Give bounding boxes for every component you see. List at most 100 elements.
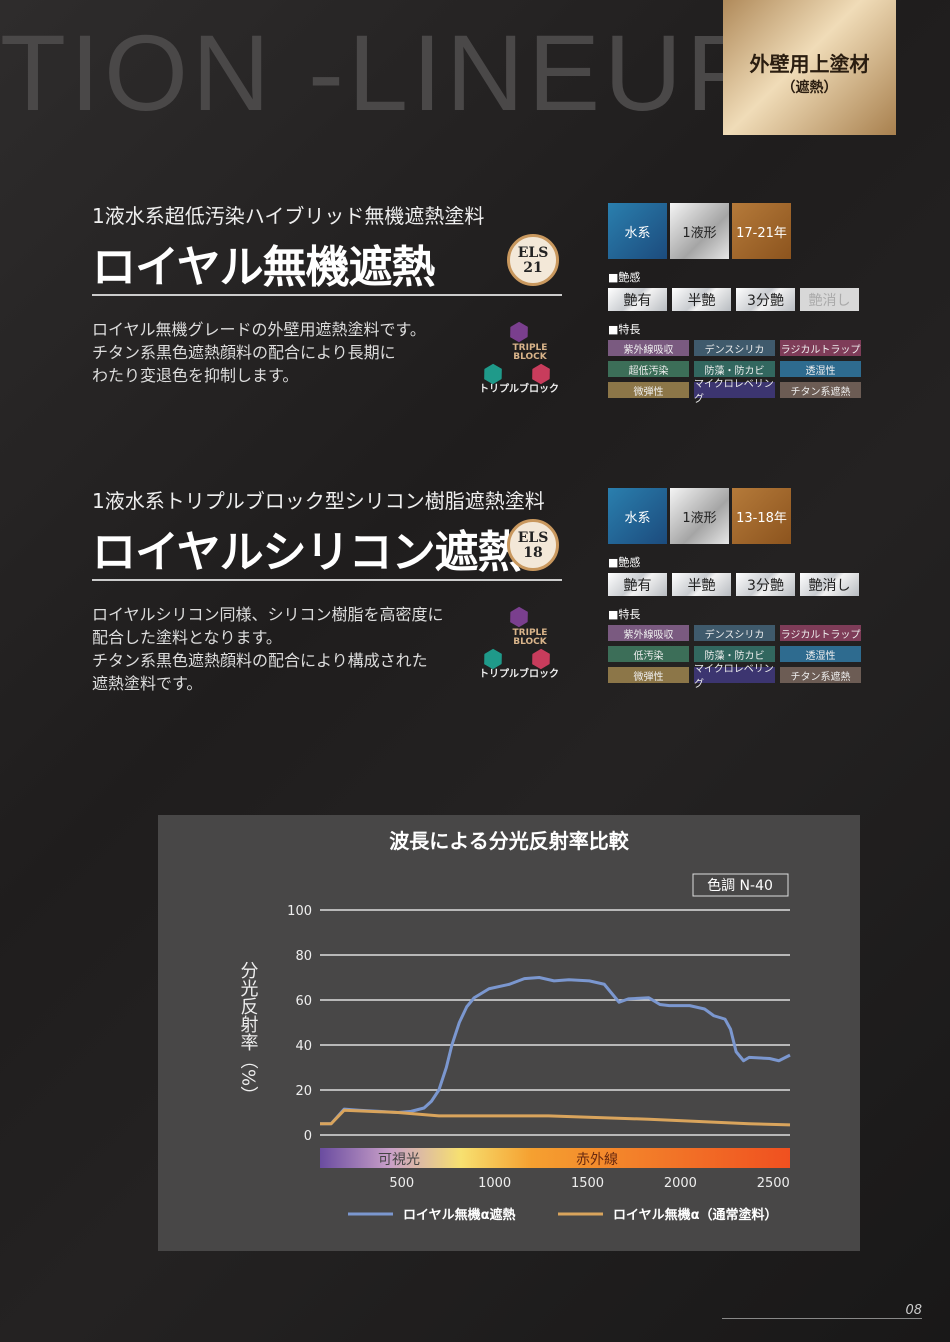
feature-tags: 紫外線吸収 デンスシリカ ラジカルトラップ低汚染 防藻・防カビ 透湿性微弾性 マイクロレベ… [608,625,861,690]
els-number: 21 [523,260,543,276]
product-section: 1液水系超低汚染ハイブリッド無機遮熱塗料 ロイヤル無機遮熱 ELS 21 ロイヤル… [92,200,872,405]
spec-panel: 水系 1液形 13-18年 ■艶感 艶有 半艶 3分艶 艶消し ■特長 紫外線吸収 デンスシ… [608,488,861,690]
band-label-visible: 可視光 [378,1152,420,1168]
product-description: ロイヤルシリコン同様、シリコン樹脂を高密度に 配合した塗料となります。チタン系黒色… [92,603,444,695]
y-tick-label: 100 [287,904,312,919]
triple-block-mark: TRIPLE BLOCK [512,628,548,647]
triple-block-hexagons: TRIPLE BLOCK [479,320,559,380]
category-label: 外壁用上塗材 （遮熱） [723,0,896,135]
category-title: 外壁用上塗材 [749,52,870,76]
feature-tag: チタン系遮熱 [780,667,861,683]
y-tick-label: 0 [304,1129,312,1144]
feature-tag: 紫外線吸収 [608,340,689,356]
y-tick-label: 80 [295,949,312,964]
feature-tag: 超低汚染 [608,361,689,377]
hexagon-icon [505,603,532,630]
triple-block-label: トリプルブロック [479,669,559,680]
spec-badge: 1液形 [670,203,729,259]
gloss-options: 艶有 半艶 3分艶 艶消し [608,288,860,311]
y-tick-label: 60 [295,994,312,1009]
els-badge: ELS 18 [507,519,559,571]
spec-badges: 水系 1液形 17-21年 [608,203,860,259]
triple-block-mark: TRIPLE BLOCK [512,343,548,362]
triple-block-hexagons: TRIPLE BLOCK [479,605,559,665]
product-section: 1液水系トリプルブロック型シリコン樹脂遮熱塗料 ロイヤルシリコン遮熱 ELS 18… [92,485,872,693]
triple-block-logo: TRIPLE BLOCK トリプルブロック [479,605,559,680]
description-line: ロイヤル無機グレードの外壁用遮熱塗料です。 [92,320,426,339]
gloss-options: 艶有 半艶 3分艶 艶消し [608,573,860,596]
legend-label: ロイヤル無機α（通常塗料） [613,1207,778,1223]
band-label-infrared: 赤外線 [576,1152,618,1168]
gloss-option: 3分艶 [736,573,795,596]
feature-tag: 透湿性 [780,646,861,662]
spec-panel: 水系 1液形 17-21年 ■艶感 艶有 半艶 3分艶 艶消し ■特長 紫外線吸収 デンスシ… [608,203,861,405]
product-title: ロイヤルシリコン遮熱 [92,527,522,578]
feature-tags: 紫外線吸収 デンスシリカ ラジカルトラップ 超低汚染 防藻・防カビ 透湿性 微弾性 マイクロレ… [608,340,861,405]
els-number: 18 [523,545,543,561]
gloss-option: 半艶 [672,573,731,596]
divider [92,579,562,581]
feature-tag: チタン系遮熱 [780,382,861,398]
y-tick-label: 40 [295,1039,312,1054]
product-title: ロイヤル無機遮熱 [92,242,436,293]
triple-block-label: トリプルブロック [479,384,559,395]
description-line: チタン系黒色遮熱顔料の配合により長期に [92,343,396,362]
page-number: 08 [722,1303,922,1319]
feature-tag: ラジカルトラップ [780,340,861,356]
x-tick-label: 2500 [757,1176,790,1191]
description-line: 遮熱塗料です。 [92,674,203,693]
spec-badge: 13-18年 [732,488,791,544]
legend-label: ロイヤル無機α遮熱 [403,1207,516,1223]
description-line: ロイヤルシリコン同様、シリコン樹脂を高密度に [92,605,444,624]
els-badge: ELS 21 [507,234,559,286]
feature-tag: 紫外線吸収 [608,625,689,641]
series-line-1 [320,1108,791,1127]
chart-title: 波長による分光反射率比較 [389,829,629,853]
gloss-option: 艶有 [608,573,667,596]
product-subtitle: 1液水系超低汚染ハイブリッド無機遮熱塗料 [92,204,485,228]
product-description: ロイヤル無機グレードの外壁用遮熱塗料です。 チタン系黒色遮熱顔料の配合により長期に… [92,318,426,387]
feature-tag: デンスシリカ [694,625,775,641]
spectrum-bar [320,1148,790,1168]
watermark-text: TION -LINEUP [0,12,763,133]
gloss-option: 半艶 [672,288,731,311]
spec-badge: 17-21年 [732,203,791,259]
series-line-0 [320,976,791,1126]
x-tick-label: 1000 [478,1176,511,1191]
hexagon-icon [505,318,532,345]
divider [92,294,562,296]
els-label: ELS [517,530,549,546]
feature-tag: ラジカルトラップ [780,625,861,641]
feature-tag: 微弾性 [608,382,689,398]
gloss-option: 艶有 [608,288,667,311]
spec-badge: 水系 [608,203,667,259]
category-subtitle: （遮熱） [781,80,838,96]
note-box [692,873,789,897]
gloss-option: 3分艶 [736,288,795,311]
feature-tag: 防藻・防カビ [694,361,775,377]
triple-block-logo: TRIPLE BLOCK トリプルブロック [479,320,559,395]
gloss-heading: ■艶感 [608,271,641,284]
reflectance-chart: 波長による分光反射率比較 色調 N-40 0 20 40 60 80 100 分光反射率（%） 可… [158,815,860,1251]
spec-badge: 水系 [608,488,667,544]
product-subtitle: 1液水系トリプルブロック型シリコン樹脂遮熱塗料 [92,489,545,513]
x-tick-label: 500 [389,1176,414,1191]
els-label: ELS [517,245,549,261]
feature-tag: デンスシリカ [694,340,775,356]
spec-badge: 1液形 [670,488,729,544]
feature-tag: 微弾性 [608,667,689,683]
spec-badges: 水系 1液形 13-18年 [608,488,860,544]
gloss-heading: ■艶感 [608,556,641,569]
color-note: 色調 N-40 [707,877,773,894]
feature-tag: 防藻・防カビ [694,646,775,662]
feature-heading: ■特長 [608,323,641,336]
feature-tag: マイクロレベリング [694,379,775,405]
feature-tag: マイクロレベリング [694,664,775,690]
x-tick-label: 1500 [571,1176,604,1191]
description-line: 配合した塗料となります。 [92,628,282,647]
feature-tag: 低汚染 [608,646,689,662]
description-line: チタン系黒色遮熱顔料の配合により構成された [92,651,428,670]
gloss-option: 艶消し [800,288,859,311]
x-tick-label: 2000 [664,1176,697,1191]
